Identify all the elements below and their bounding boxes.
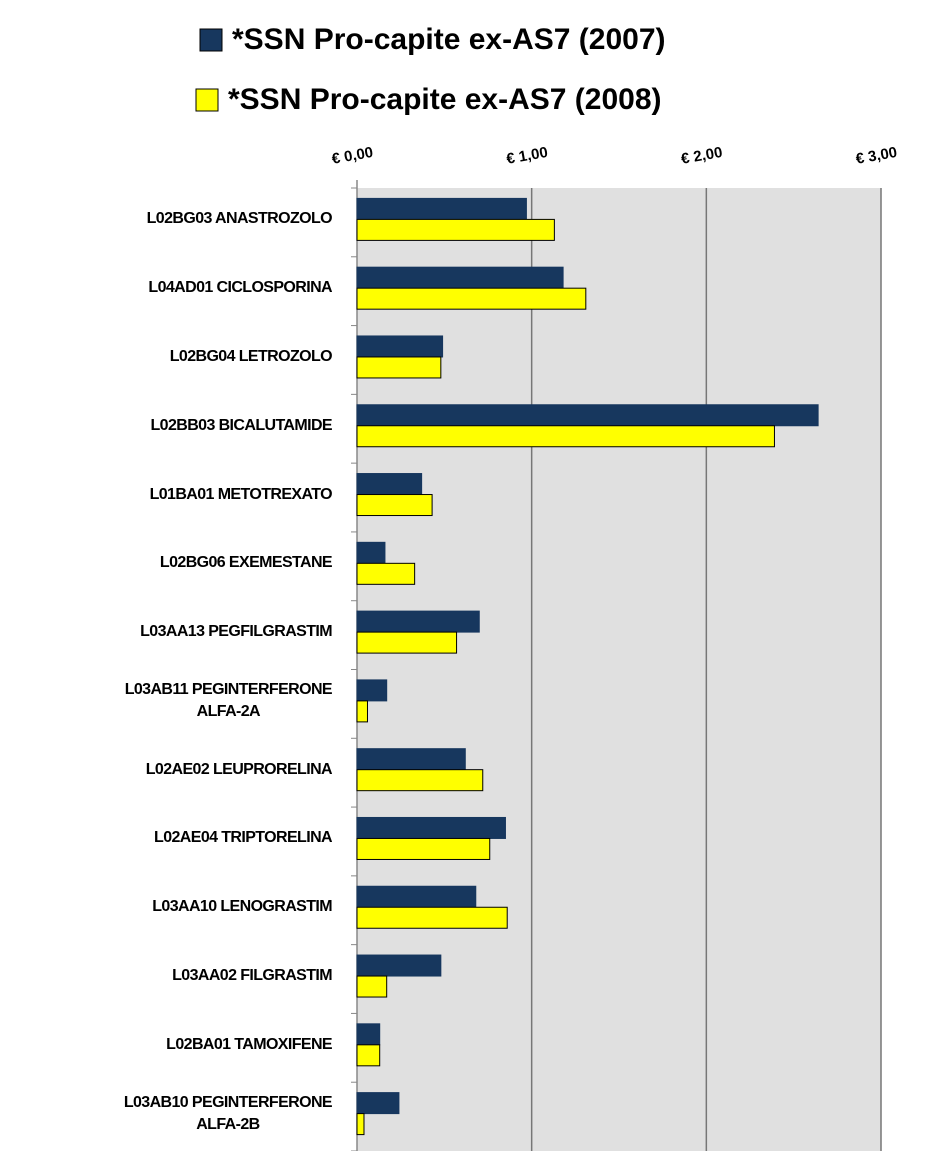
bar xyxy=(356,954,442,977)
bar xyxy=(356,1044,381,1067)
y-tick-label-box: L02BG06 EXEMESTANE xyxy=(0,529,332,598)
y-tick-label-wrap: L02BG03 ANASTROZOLO xyxy=(0,185,332,254)
y-tick-label-box: L01BA01 METOTREXATO xyxy=(0,460,332,529)
y-tick-label: L02AE04 TRIPTORELINA xyxy=(154,829,332,847)
bar xyxy=(356,679,388,702)
bar xyxy=(356,287,587,310)
y-tick-label-wrap: L03AA13 PEGFILGRASTIM xyxy=(0,598,332,667)
bar xyxy=(356,473,423,496)
y-tick-label-box: L02BB03 BICALUTAMIDE xyxy=(0,391,332,460)
y-tick-label-wrap: L03AA02 FILGRASTIM xyxy=(0,942,332,1011)
y-tick-label-box: L03AA02 FILGRASTIM xyxy=(0,942,332,1011)
bar xyxy=(356,631,458,654)
y-tick-label-wrap: L02BG04 LETROZOLO xyxy=(0,323,332,392)
bar xyxy=(356,266,564,289)
bar xyxy=(356,837,491,860)
y-tick-label: L02BG03 ANASTROZOLO xyxy=(146,210,332,228)
y-tick-label: L03AA02 FILGRASTIM xyxy=(172,967,332,985)
bar xyxy=(356,562,416,585)
y-tick-label: L01BA01 METOTREXATO xyxy=(149,485,332,503)
y-tick-label-wrap: L02BG06 EXEMESTANE xyxy=(0,529,332,598)
plot-area xyxy=(357,188,881,1151)
bar xyxy=(356,404,819,427)
bar xyxy=(356,700,368,723)
x-tick-label: € 3,00 xyxy=(854,144,898,168)
y-tick-label: L04AD01 CICLOSPORINA xyxy=(148,279,332,297)
bar xyxy=(356,1023,381,1046)
y-tick-label-wrap: L02AE04 TRIPTORELINA xyxy=(0,804,332,873)
bar xyxy=(356,541,386,564)
bar xyxy=(356,906,508,929)
y-tick-label-box: L03AA10 LENOGRASTIM xyxy=(0,873,332,942)
y-tick-label-box: L02BG04 LETROZOLO xyxy=(0,323,332,392)
bar xyxy=(356,1113,365,1136)
y-tick-label: L02BA01 TAMOXIFENE xyxy=(166,1035,332,1053)
bar xyxy=(356,885,477,908)
x-tick-label: € 2,00 xyxy=(680,144,724,168)
y-tick-label-wrap: L03AB11 PEGINTERFERONE ALFA-2A xyxy=(0,667,332,736)
y-tick-label-wrap: L02AE02 LEUPRORELINA xyxy=(0,735,332,804)
y-tick-label-wrap: L02BB03 BICALUTAMIDE xyxy=(0,391,332,460)
bar xyxy=(356,335,444,358)
y-tick-label-box: L03AB10 PEGINTERFERONE ALFA-2B xyxy=(0,1079,332,1148)
y-tick-label: L02BB03 BICALUTAMIDE xyxy=(150,416,332,434)
y-tick-label-wrap: L03AB10 PEGINTERFERONE ALFA-2B xyxy=(0,1079,332,1148)
y-tick-label-box: L04AD01 CICLOSPORINA xyxy=(0,254,332,323)
bar xyxy=(356,816,506,839)
y-tick-label-box: L02BA01 TAMOXIFENE xyxy=(0,1010,332,1079)
y-tick-label-box: L03AB11 PEGINTERFERONE ALFA-2A xyxy=(0,667,332,736)
y-tick-label-box: L02BG03 ANASTROZOLO xyxy=(0,185,332,254)
bar xyxy=(356,610,480,633)
legend-swatch xyxy=(199,28,223,52)
bar xyxy=(356,356,442,379)
bar xyxy=(356,425,775,448)
y-tick-label-box: L02AE02 LEUPRORELINA xyxy=(0,735,332,804)
x-tick-label: € 0,00 xyxy=(330,144,374,168)
y-tick-label-wrap: L04AD01 CICLOSPORINA xyxy=(0,254,332,323)
x-tick-label: € 1,00 xyxy=(505,144,549,168)
y-tick-label: L03AB11 PEGINTERFERONE ALFA-2A xyxy=(124,680,332,720)
bar xyxy=(356,975,388,998)
y-tick-label-wrap: L02BA01 TAMOXIFENE xyxy=(0,1010,332,1079)
y-tick-label-box: L03AA13 PEGFILGRASTIM xyxy=(0,598,332,667)
y-tick-label: L02AE02 LEUPRORELINA xyxy=(145,760,332,778)
bar xyxy=(356,197,527,220)
legend-swatch xyxy=(195,88,219,112)
y-tick-label: L03AA10 LENOGRASTIM xyxy=(152,898,332,916)
y-tick-label: L02BG04 LETROZOLO xyxy=(169,347,332,365)
bar xyxy=(356,769,484,792)
legend-label: *SSN Pro-capite ex-AS7 (2008) xyxy=(228,83,662,116)
y-tick-label-wrap: L01BA01 METOTREXATO xyxy=(0,460,332,529)
bar xyxy=(356,748,466,771)
y-tick-label: L03AA13 PEGFILGRASTIM xyxy=(140,623,332,641)
bar xyxy=(356,1092,400,1115)
bar xyxy=(356,494,433,517)
y-tick-label: L03AB10 PEGINTERFERONE ALFA-2B xyxy=(123,1093,332,1133)
bar xyxy=(356,218,555,241)
y-tick-label-box: L02AE04 TRIPTORELINA xyxy=(0,804,332,873)
y-tick-label-wrap: L03AA10 LENOGRASTIM xyxy=(0,873,332,942)
legend-label: *SSN Pro-capite ex-AS7 (2007) xyxy=(232,23,666,56)
y-tick-label: L02BG06 EXEMESTANE xyxy=(159,554,332,572)
